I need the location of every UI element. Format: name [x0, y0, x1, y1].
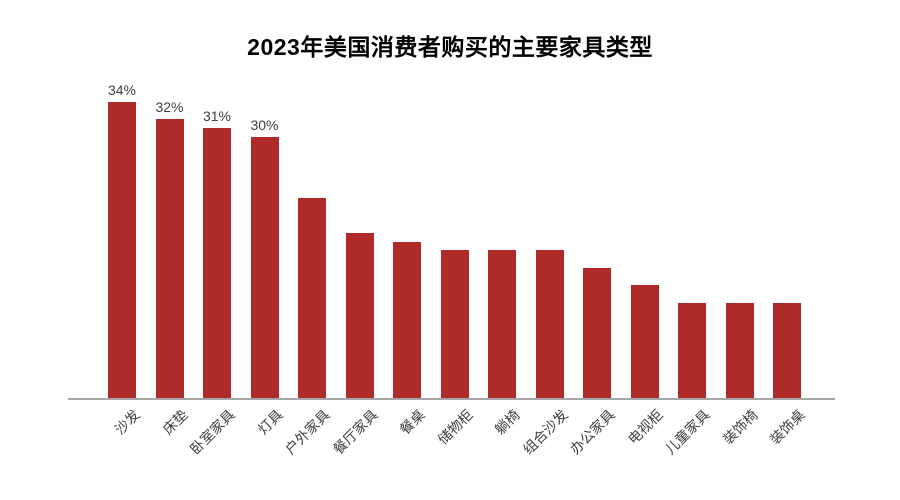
data-label-卧室家具: 31%	[202, 108, 232, 124]
category-label-儿童家具: 儿童家具	[661, 406, 713, 458]
bar-办公家具	[583, 268, 611, 399]
category-label-躺椅: 躺椅	[491, 406, 523, 438]
category-label-床垫: 床垫	[159, 406, 191, 438]
category-label-组合沙发: 组合沙发	[519, 406, 571, 458]
bar-组合沙发	[535, 250, 564, 399]
category-label-灯具: 灯具	[254, 406, 286, 438]
bar-装饰桌	[773, 303, 801, 399]
category-label-装饰椅: 装饰椅	[719, 406, 761, 448]
category-label-装饰桌: 装饰桌	[766, 406, 808, 448]
category-label-电视柜: 电视柜	[624, 406, 666, 448]
data-label-沙发: 34%	[107, 82, 137, 98]
bar-卧室家具	[203, 128, 231, 399]
bar-餐桌	[393, 242, 421, 399]
category-label-餐厅家具: 餐厅家具	[329, 406, 381, 458]
category-label-卧室家具: 卧室家具	[186, 406, 238, 458]
category-label-办公家具: 办公家具	[566, 406, 618, 458]
bar-户外家具	[298, 198, 326, 399]
category-label-储物柜: 储物柜	[434, 406, 476, 448]
bar-儿童家具	[678, 303, 706, 399]
bar-餐厅家具	[345, 233, 374, 399]
data-label-床垫: 32%	[155, 99, 184, 115]
bar-灯具	[250, 137, 279, 399]
bar-电视柜	[630, 285, 659, 399]
bar-床垫	[155, 119, 184, 399]
category-label-餐桌: 餐桌	[396, 406, 428, 438]
x-axis-line	[68, 398, 835, 400]
bar-躺椅	[488, 250, 516, 399]
data-label-灯具: 30%	[250, 117, 279, 133]
bar-沙发	[108, 102, 136, 399]
bar-装饰椅	[725, 303, 754, 399]
bar-储物柜	[440, 250, 469, 399]
chart-title: 2023年美国消费者购买的主要家具类型	[247, 34, 653, 60]
category-label-户外家具: 户外家具	[281, 406, 333, 458]
category-label-沙发: 沙发	[111, 406, 143, 438]
